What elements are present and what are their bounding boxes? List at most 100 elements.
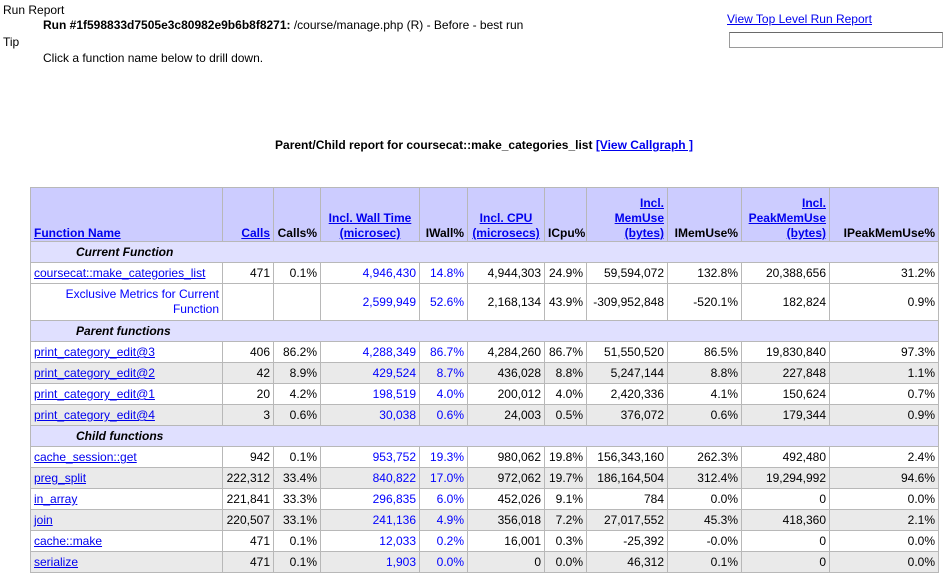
function-name-cell[interactable]: print_category_edit@4: [30, 404, 223, 426]
cpu-cell: 356,018: [467, 509, 545, 531]
wall-pct-cell: 17.0%: [419, 467, 468, 489]
col-incl-mem[interactable]: Incl. MemUse (bytes): [586, 187, 668, 242]
mem-pct-cell: -0.0%: [667, 530, 742, 552]
col-function-name[interactable]: Function Name: [30, 187, 223, 242]
peak-pct-cell: 97.3%: [829, 341, 939, 363]
peak-cell: 20,388,656: [741, 262, 830, 284]
mem-pct-cell: 86.5%: [667, 341, 742, 363]
function-name-cell[interactable]: join: [30, 509, 223, 531]
wall-pct-cell: 0.0%: [419, 551, 468, 573]
peak-cell: 19,830,840: [741, 341, 830, 363]
peak-pct-cell: 2.4%: [829, 446, 939, 468]
run-id: Run #1f598833d7505e3c80982e9b6b8f8271:: [43, 18, 291, 32]
peak-cell: 19,294,992: [741, 467, 830, 489]
table-row: cache_session::get 942 0.1% 953,752 19.3% 980…: [30, 446, 939, 468]
table-header-row: Function Name Calls Calls% Incl. Wall Ti…: [30, 187, 939, 242]
function-link[interactable]: preg_split: [34, 471, 87, 485]
function-name-cell[interactable]: in_array: [30, 488, 223, 510]
sort-calls-link[interactable]: Calls: [241, 226, 270, 240]
function-link[interactable]: coursecat::make_categories_list: [34, 266, 206, 280]
sort-incl-cpu-link[interactable]: Incl. CPU (microsecs): [472, 211, 539, 240]
function-link[interactable]: cache_session::get: [34, 450, 137, 464]
peak-pct-cell: 0.0%: [829, 551, 939, 573]
calls-cell: 20: [222, 383, 274, 405]
cpu-cell: 24,003: [467, 404, 545, 426]
peak-pct-cell: 0.9%: [829, 283, 939, 321]
view-top-level-link[interactable]: View Top Level Run Report: [727, 12, 872, 26]
function-name-cell[interactable]: print_category_edit@3: [30, 341, 223, 363]
function-name-cell[interactable]: print_category_edit@2: [30, 362, 223, 384]
cpu-pct-cell: 0.5%: [544, 404, 587, 426]
cpu-pct-cell: 4.0%: [544, 383, 587, 405]
wall-cell: 429,524: [320, 362, 420, 384]
wall-pct-cell: 86.7%: [419, 341, 468, 363]
col-calls[interactable]: Calls: [222, 187, 274, 242]
function-link[interactable]: serialize: [34, 555, 79, 569]
function-link[interactable]: cache::make: [34, 534, 103, 548]
table-row: preg_split 222,312 33.4% 840,822 17.0% 972,06…: [30, 467, 939, 489]
function-link[interactable]: print_category_edit@1: [34, 387, 155, 401]
wall-cell: 296,835: [320, 488, 420, 510]
peak-pct-cell: 1.1%: [829, 362, 939, 384]
incl-peak-label-1: Incl.: [801, 196, 826, 210]
peak-cell: 0: [741, 551, 830, 573]
calls-pct-cell: 4.2%: [273, 383, 321, 405]
cpu-cell: 980,062: [467, 446, 545, 468]
col-incl-cpu[interactable]: Incl. CPU (microsecs): [467, 187, 545, 242]
wall-cell: 4,946,430: [320, 262, 420, 284]
cpu-cell: 4,944,303: [467, 262, 545, 284]
section-current-function: Current Function: [30, 241, 939, 263]
view-callgraph-link[interactable]: [View Callgraph ]: [595, 138, 693, 152]
cpu-pct-cell: 8.8%: [544, 362, 587, 384]
sort-incl-mem-link[interactable]: Incl. MemUse (bytes): [615, 196, 664, 240]
calls-cell: 220,507: [222, 509, 274, 531]
cpu-pct-cell: 0.3%: [544, 530, 587, 552]
calls-pct-cell: 33.1%: [273, 509, 321, 531]
peak-pct-cell: 0.0%: [829, 488, 939, 510]
tip-label: Tip: [3, 35, 20, 49]
cpu-pct-cell: 7.2%: [544, 509, 587, 531]
calls-cell: 942: [222, 446, 274, 468]
calls-cell: 42: [222, 362, 274, 384]
calls-cell: 222,312: [222, 467, 274, 489]
wall-pct-cell: 0.6%: [419, 404, 468, 426]
col-incl-peak[interactable]: Incl. PeakMemUse (bytes): [741, 187, 830, 242]
function-link[interactable]: print_category_edit@3: [34, 345, 155, 359]
function-name-cell[interactable]: preg_split: [30, 467, 223, 489]
exclusive-label-cell: Exclusive Metrics for Current Function: [30, 283, 223, 321]
peak-cell: 150,624: [741, 383, 830, 405]
calls-pct-cell: 86.2%: [273, 341, 321, 363]
function-link[interactable]: join: [34, 513, 53, 527]
wall-cell: 30,038: [320, 404, 420, 426]
function-link[interactable]: in_array: [34, 492, 78, 506]
sort-function-name-link[interactable]: Function Name: [34, 226, 121, 240]
mem-cell: 376,072: [586, 404, 668, 426]
peak-cell: 179,344: [741, 404, 830, 426]
run-desc: /course/manage.php (R) - Before - best r…: [290, 18, 524, 32]
children-body: cache_session::get 942 0.1% 953,752 19.3% 980…: [30, 446, 939, 573]
peak-pct-cell: 0.0%: [829, 530, 939, 552]
function-name-cell[interactable]: coursecat::make_categories_list: [30, 262, 223, 284]
section-title: Current Function: [30, 241, 939, 263]
sort-incl-wall-link[interactable]: Incl. Wall Time (microsec): [329, 211, 412, 240]
cpu-cell: 972,062: [467, 467, 545, 489]
incl-mem-label-3: (bytes): [624, 226, 664, 240]
calls-pct-cell: 0.1%: [273, 262, 321, 284]
cpu-pct-cell: 9.1%: [544, 488, 587, 510]
mem-pct-cell: -520.1%: [667, 283, 742, 321]
wall-cell: 2,599,949: [320, 283, 420, 321]
calls-cell: [222, 283, 274, 321]
sort-incl-peak-link[interactable]: Incl. PeakMemUse (bytes): [749, 196, 826, 240]
peak-pct-cell: 31.2%: [829, 262, 939, 284]
function-name-cell[interactable]: serialize: [30, 551, 223, 573]
tip-text: Click a function name below to drill dow…: [43, 51, 264, 65]
function-name-cell[interactable]: print_category_edit@1: [30, 383, 223, 405]
function-search-input[interactable]: [729, 32, 943, 48]
peak-pct-cell: 2.1%: [829, 509, 939, 531]
function-name-cell[interactable]: cache::make: [30, 530, 223, 552]
function-link[interactable]: print_category_edit@4: [34, 408, 155, 422]
function-name-cell[interactable]: cache_session::get: [30, 446, 223, 468]
col-incl-wall[interactable]: Incl. Wall Time (microsec): [320, 187, 420, 242]
function-link[interactable]: print_category_edit@2: [34, 366, 155, 380]
mem-pct-cell: 0.0%: [667, 488, 742, 510]
